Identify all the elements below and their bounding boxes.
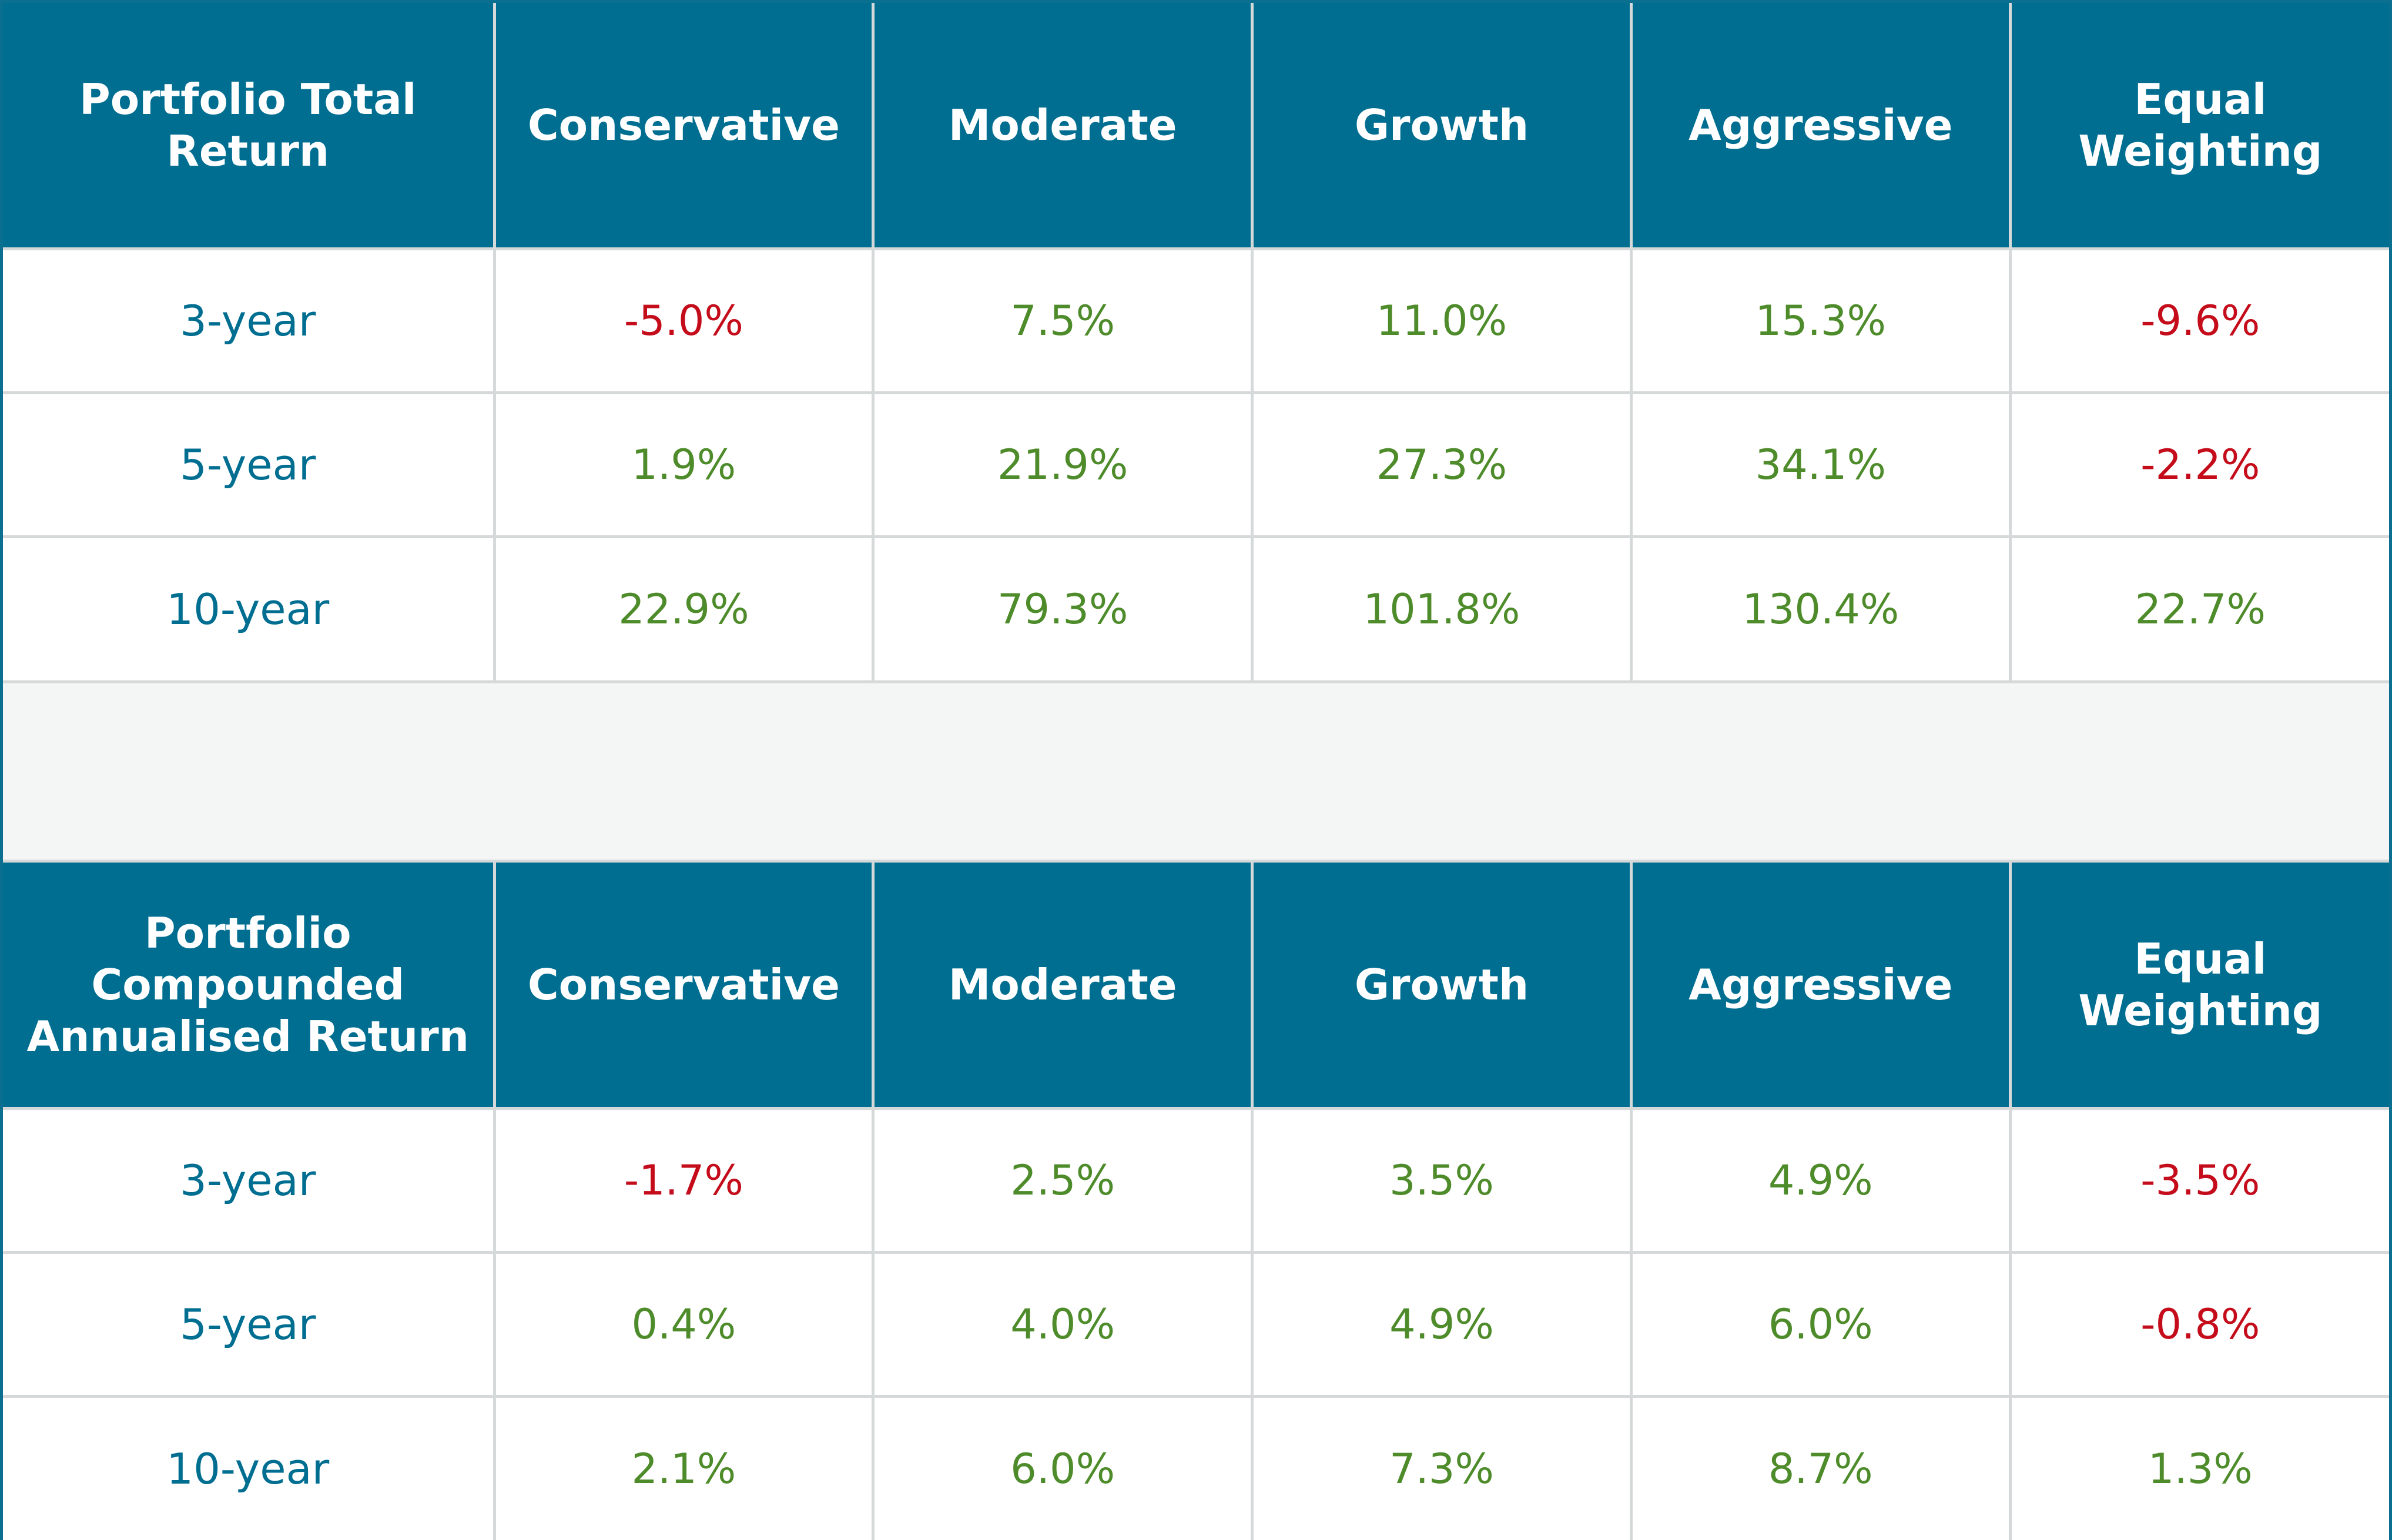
value-cell: 4.0% [872, 1250, 1252, 1396]
value-cell: 11.0% [1251, 247, 1631, 392]
table-header-row: Portfolio Compounded Annualised Return C… [3, 863, 2389, 1108]
value-cell: 2.5% [872, 1106, 1252, 1252]
value-cell: 22.7% [2008, 535, 2389, 680]
value-cell: 6.0% [872, 1394, 1252, 1540]
value-cell: 7.5% [872, 247, 1252, 392]
value-cell: -5.0% [493, 247, 873, 392]
table-row: 10-year 2.1% 6.0% 7.3% 8.7% 1.3% [3, 1394, 2389, 1540]
value-cell: 4.9% [1629, 1106, 2011, 1252]
value-cell: 6.0% [1629, 1250, 2011, 1396]
row-label-10-year: 10-year [3, 535, 494, 680]
annualised-return-table: Portfolio Compounded Annualised Return C… [3, 863, 2389, 1540]
table-row: 3-year -1.7% 2.5% 3.5% 4.9% -3.5% [3, 1106, 2389, 1252]
column-header-equal-weighting: Equal Weighting [2008, 863, 2389, 1108]
row-label-10-year: 10-year [3, 1394, 494, 1540]
column-header-aggressive: Aggressive [1629, 3, 2011, 249]
column-header-conservative: Conservative [493, 3, 873, 249]
value-cell: 15.3% [1629, 247, 2011, 392]
value-cell: 8.7% [1629, 1394, 2011, 1540]
value-cell: 130.4% [1629, 535, 2011, 680]
row-label-5-year: 5-year [3, 1250, 494, 1396]
table-separator [3, 680, 2389, 863]
table-header-row: Portfolio Total Return Conservative Mode… [3, 3, 2389, 249]
value-cell: 4.9% [1251, 1250, 1631, 1396]
value-cell: 79.3% [872, 535, 1252, 680]
column-header-conservative: Conservative [493, 863, 873, 1108]
value-cell: 22.9% [493, 535, 873, 680]
value-cell: 1.9% [493, 391, 873, 536]
table-row: 10-year 22.9% 79.3% 101.8% 130.4% 22.7% [3, 535, 2389, 680]
total-return-table: Portfolio Total Return Conservative Mode… [3, 3, 2389, 680]
column-header-moderate: Moderate [872, 863, 1252, 1108]
row-label-3-year: 3-year [3, 1106, 494, 1252]
table-title: Portfolio Total Return [3, 3, 494, 249]
value-cell: -2.2% [2008, 391, 2389, 536]
column-header-aggressive: Aggressive [1629, 863, 2011, 1108]
value-cell: 0.4% [493, 1250, 873, 1396]
value-cell: -3.5% [2008, 1106, 2389, 1252]
table-row: 3-year -5.0% 7.5% 11.0% 15.3% -9.6% [3, 247, 2389, 392]
column-header-growth: Growth [1251, 3, 1631, 249]
value-cell: 21.9% [872, 391, 1252, 536]
value-cell: -9.6% [2008, 247, 2389, 392]
value-cell: -1.7% [493, 1106, 873, 1252]
value-cell: 3.5% [1251, 1106, 1631, 1252]
value-cell: 1.3% [2008, 1394, 2389, 1540]
column-header-moderate: Moderate [872, 3, 1252, 249]
value-cell: 27.3% [1251, 391, 1631, 536]
column-header-growth: Growth [1251, 863, 1631, 1108]
table-row: 5-year 0.4% 4.0% 4.9% 6.0% -0.8% [3, 1250, 2389, 1396]
row-label-3-year: 3-year [3, 247, 494, 392]
table-row: 5-year 1.9% 21.9% 27.3% 34.1% -2.2% [3, 391, 2389, 536]
value-cell: 34.1% [1629, 391, 2011, 536]
value-cell: 7.3% [1251, 1394, 1631, 1540]
row-label-5-year: 5-year [3, 391, 494, 536]
column-header-equal-weighting: Equal Weighting [2008, 3, 2389, 249]
value-cell: -0.8% [2008, 1250, 2389, 1396]
value-cell: 2.1% [493, 1394, 873, 1540]
value-cell: 101.8% [1251, 535, 1631, 680]
table-title: Portfolio Compounded Annualised Return [3, 863, 494, 1108]
